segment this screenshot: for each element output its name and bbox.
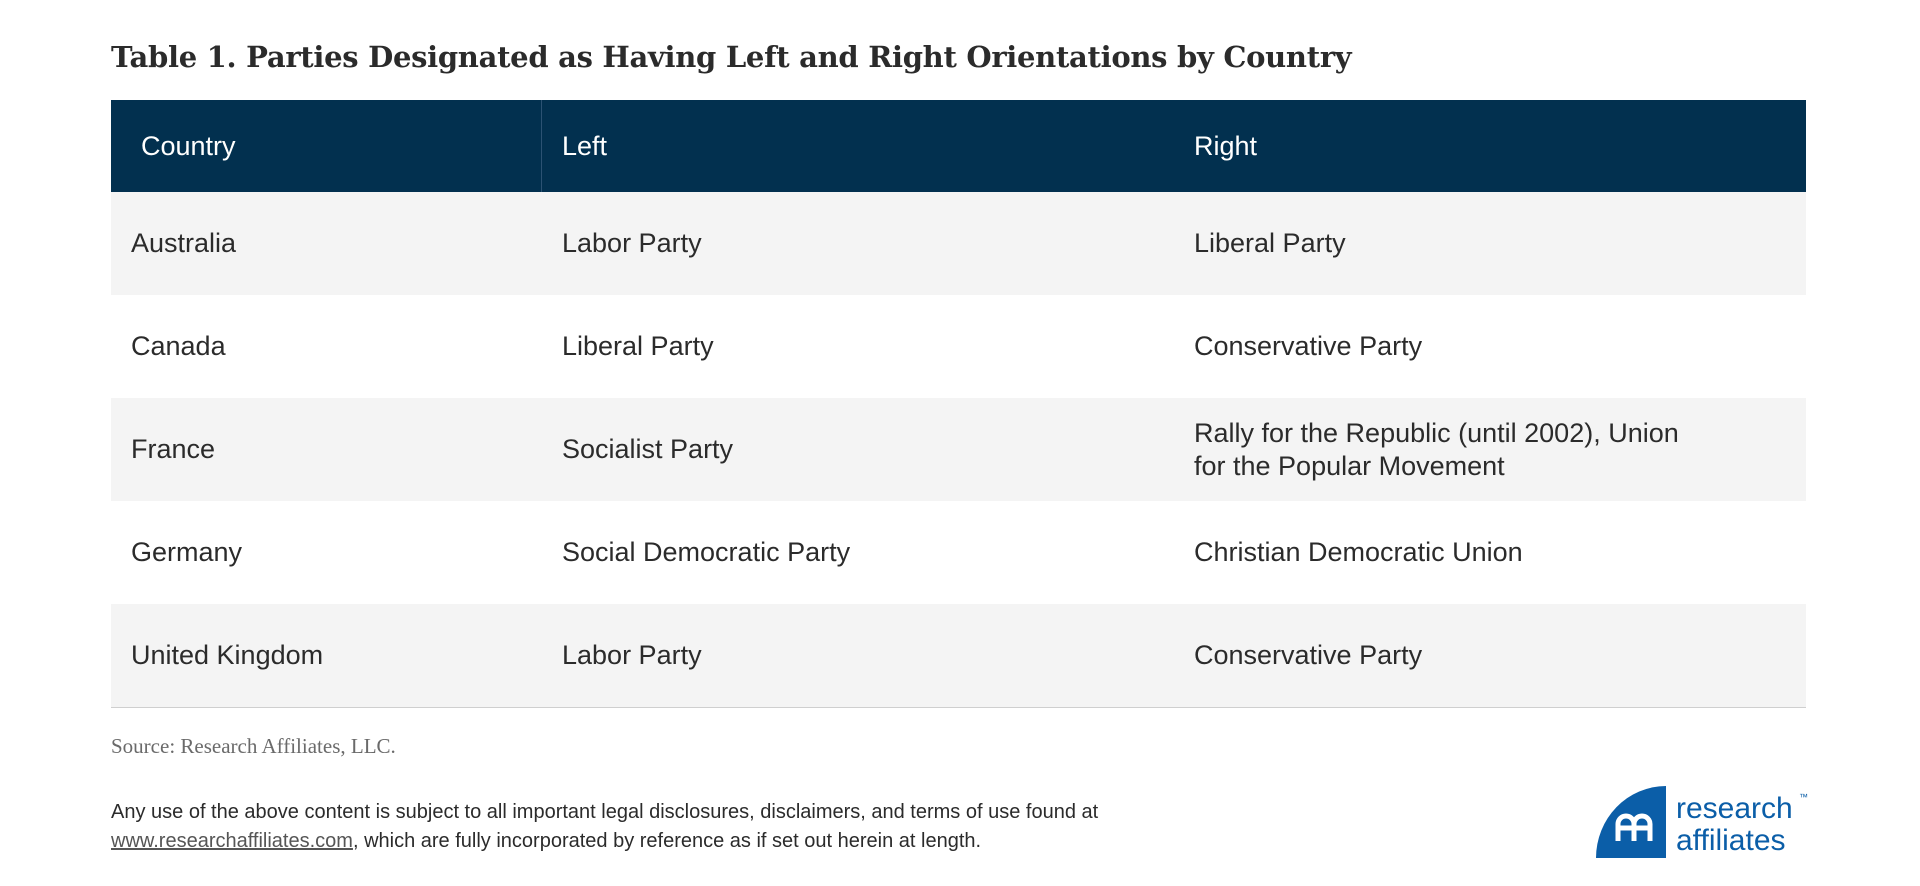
disclaimer-line2: , which are fully incorporated by refere…: [352, 830, 982, 852]
parties-table: Country Left Right Australia Labor Party…: [111, 100, 1806, 708]
right-party-cell: Conservative Party: [1194, 331, 1423, 361]
header-country: Country: [111, 100, 542, 192]
country-cell: United Kingdom: [131, 640, 324, 670]
left-party-cell: Liberal Party: [562, 331, 714, 361]
source-note: Source: Research Affiliates, LLC.: [111, 734, 396, 758]
table-row: Australia Labor Party Liberal Party: [111, 192, 1806, 295]
right-party-cell: Rally for the Republic (until 2002), Uni…: [1194, 417, 1679, 481]
header-right: Right: [1194, 130, 1258, 161]
table-row: Germany Social Democratic Party Christia…: [111, 501, 1806, 604]
logo-text-affiliates: affiliates: [1676, 824, 1786, 857]
disclaimer-line1: Any use of the above content is subject …: [111, 801, 1099, 823]
table-row: United Kingdom Labor Party Conservative …: [111, 604, 1806, 707]
left-party-cell: Social Democratic Party: [562, 537, 851, 567]
right-party-cell: Liberal Party: [1194, 228, 1346, 258]
research-affiliates-logo: research affiliates ™: [1596, 786, 1811, 858]
logo-trademark: ™: [1799, 792, 1808, 802]
disclaimer: Any use of the above content is subject …: [111, 798, 1098, 856]
country-cell: Germany: [131, 537, 243, 567]
logo-mark-icon: research affiliates ™: [1596, 786, 1808, 858]
country-cell: France: [131, 434, 216, 464]
left-party-cell: Labor Party: [562, 228, 702, 258]
table-row: France Socialist Party Rally for the Rep…: [111, 398, 1806, 501]
table-header-row: Country Left Right: [111, 100, 1806, 192]
right-party-cell: Conservative Party: [1194, 640, 1423, 670]
table-title: Table 1. Parties Designated as Having Le…: [111, 40, 1352, 74]
right-party-cell: Christian Democratic Union: [1194, 537, 1523, 567]
country-cell: Australia: [131, 228, 237, 258]
left-party-cell: Socialist Party: [562, 434, 734, 464]
website-link[interactable]: www.researchaffiliates.com: [111, 830, 353, 852]
logo-text-research: research: [1676, 792, 1793, 825]
header-left: Left: [562, 130, 608, 161]
left-party-cell: Labor Party: [562, 640, 702, 670]
country-cell: Canada: [131, 331, 226, 361]
table-row: Canada Liberal Party Conservative Party: [111, 295, 1806, 398]
